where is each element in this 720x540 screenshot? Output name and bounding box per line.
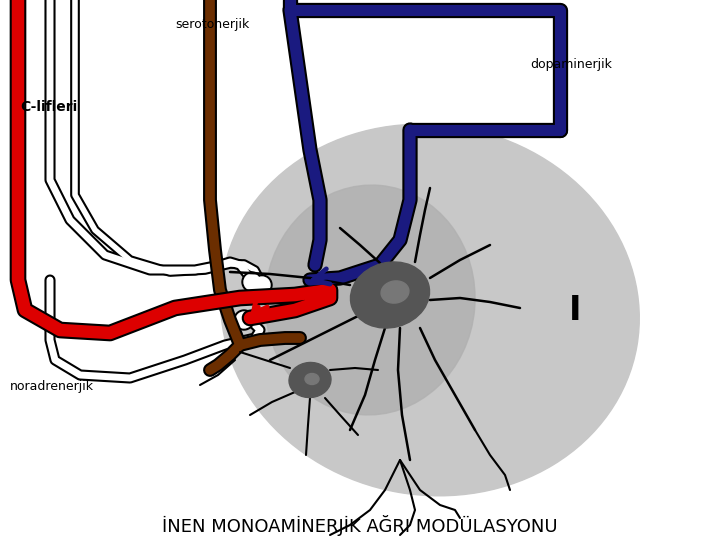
Text: İNEN MONOAMİNERJİK AĞRI MODÜLASYONU: İNEN MONOAMİNERJİK AĞRI MODÜLASYONU	[162, 515, 558, 536]
Circle shape	[254, 277, 270, 293]
Ellipse shape	[351, 262, 430, 328]
Circle shape	[234, 310, 254, 330]
Text: I: I	[569, 294, 581, 327]
Ellipse shape	[305, 374, 319, 384]
Circle shape	[252, 275, 272, 295]
Ellipse shape	[289, 362, 331, 397]
Text: serotonerjik: serotonerjik	[175, 18, 249, 31]
Text: noradrenerjik: noradrenerjik	[10, 380, 94, 393]
Text: dopaminerjik: dopaminerjik	[530, 58, 612, 71]
Circle shape	[244, 274, 260, 290]
Circle shape	[242, 272, 262, 292]
Ellipse shape	[221, 124, 639, 496]
Ellipse shape	[381, 281, 409, 303]
Circle shape	[236, 312, 252, 328]
Ellipse shape	[265, 185, 475, 415]
Text: C-lifleri: C-lifleri	[20, 100, 77, 114]
